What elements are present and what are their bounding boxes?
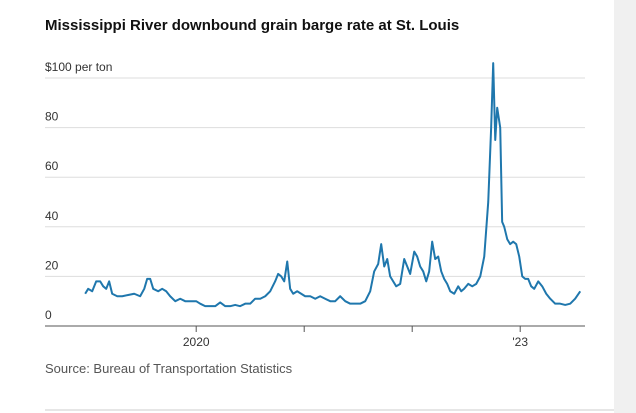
y-tick-label: $100 per ton (45, 60, 112, 74)
x-tick-label: '23 (512, 335, 528, 349)
data-line (84, 62, 582, 308)
y-tick-label: 40 (45, 209, 59, 223)
y-tick-label: 20 (45, 258, 59, 272)
side-panel (614, 0, 636, 413)
source-note: Source: Bureau of Transportation Statist… (45, 361, 293, 376)
y-tick-label: 80 (45, 110, 59, 124)
x-tick-label: 2020 (183, 335, 210, 349)
y-tick-label: 0 (45, 308, 52, 322)
y-tick-label: 60 (45, 159, 59, 173)
chart-title: Mississippi River downbound grain barge … (45, 17, 459, 34)
